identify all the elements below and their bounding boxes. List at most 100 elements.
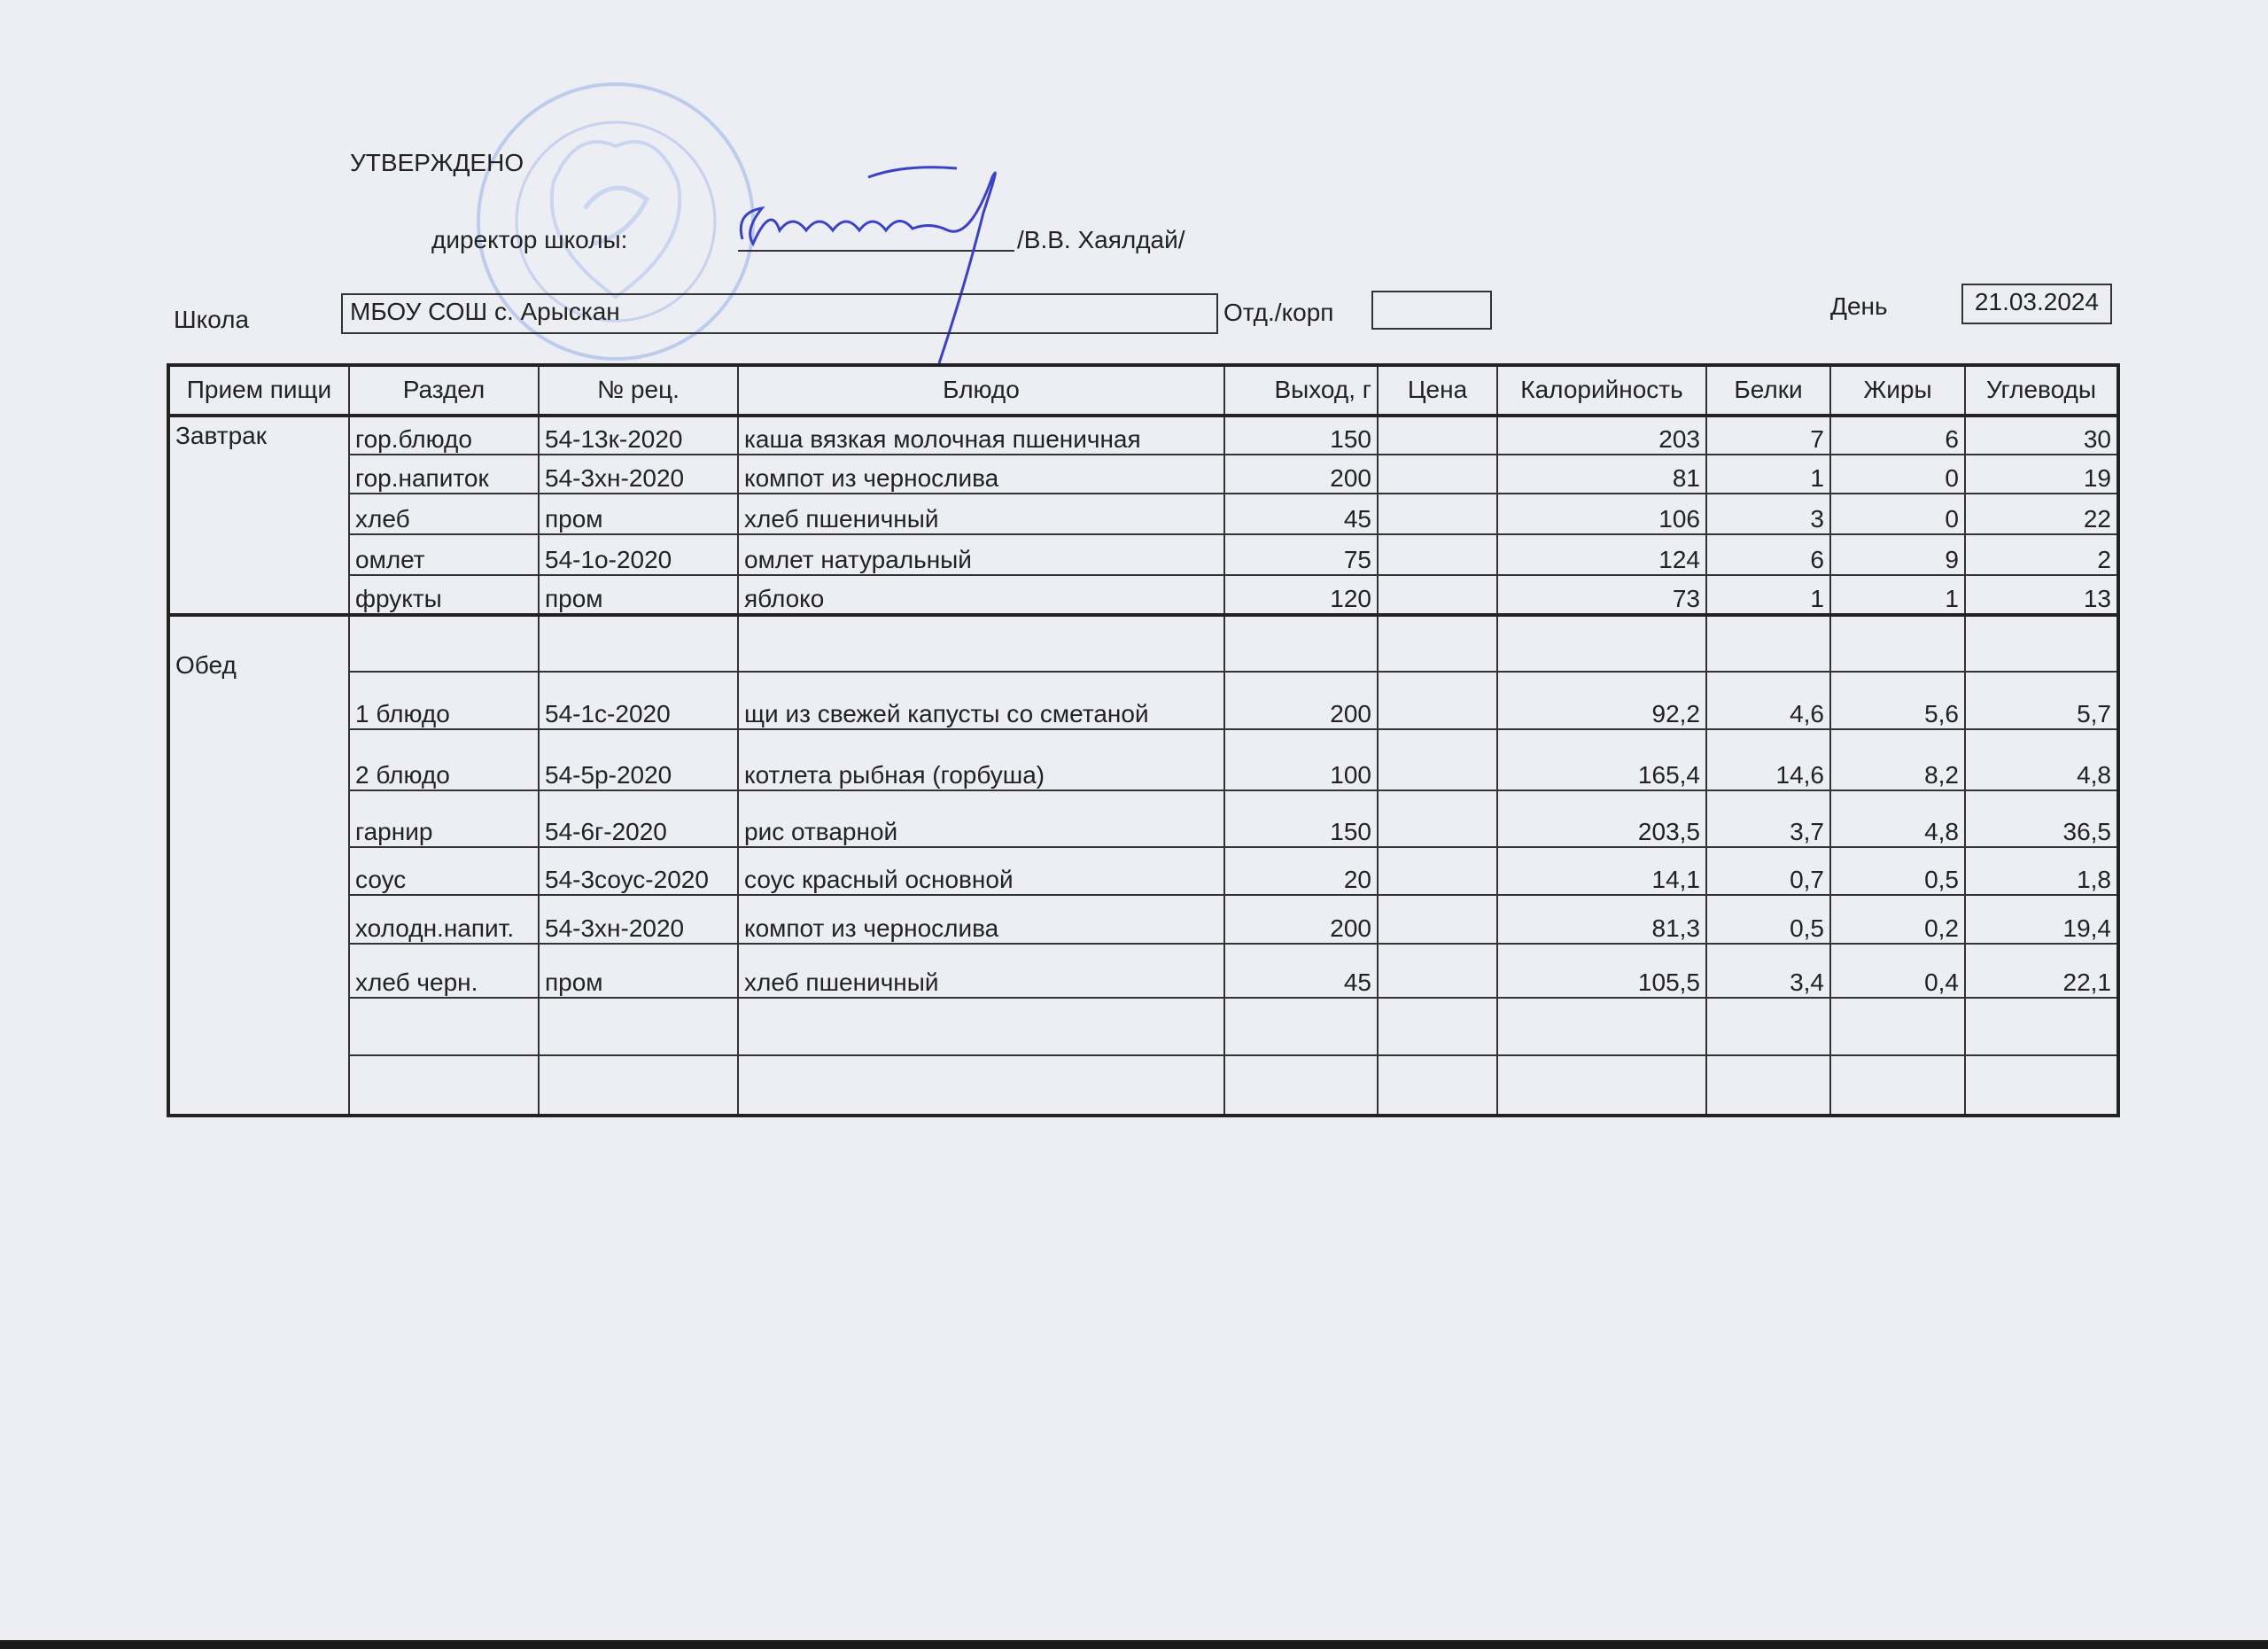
cell-dish: рис отварной <box>737 789 1225 848</box>
cell-recipe: пром <box>538 943 739 999</box>
cell-section: 1 блюдо <box>348 671 540 730</box>
cell-dish: яблоко <box>737 574 1225 617</box>
cell-recipe <box>538 997 739 1056</box>
table-header-row: Прием пищи Раздел № рец. Блюдо Выход, г … <box>167 364 2119 417</box>
signature <box>739 166 997 364</box>
col-header: Прием пищи <box>167 364 350 417</box>
cell-yield: 45 <box>1223 493 1379 535</box>
col-header: Раздел <box>348 364 540 417</box>
table-row: 1 блюдо 54-1с-2020 щи из свежей капусты со… <box>168 671 2119 730</box>
cell-kcal: 81 <box>1496 454 1707 494</box>
cell-recipe: 54-3хн-2020 <box>538 454 739 494</box>
col-header: Жиры <box>1829 364 1966 417</box>
table-row: омлет 54-1о-2020 омлет натуральный 75 124 6 9 2 <box>168 533 2119 576</box>
cell-carbs: 2 <box>1964 533 2119 576</box>
cell-protein: 0,7 <box>1705 846 1831 896</box>
cell-kcal: 203,5 <box>1496 789 1707 848</box>
table-row <box>168 1054 2119 1116</box>
table-row: хлеб пром хлеб пшеничный 45 106 3 0 22 <box>168 493 2119 535</box>
cell-protein: 3 <box>1705 493 1831 535</box>
cell-recipe: 54-3хн-2020 <box>538 894 739 945</box>
table-row <box>168 997 2119 1056</box>
cell-carbs: 22,1 <box>1964 943 2119 999</box>
cell-carbs: 19 <box>1964 454 2119 494</box>
cell-fat: 0,5 <box>1829 846 1966 896</box>
cell-dish: хлеб пшеничный <box>737 493 1225 535</box>
cell-section <box>348 997 540 1056</box>
cell-dish <box>737 997 1225 1056</box>
cell-yield <box>1223 997 1379 1056</box>
day-field[interactable]: 21.03.2024 <box>1961 284 2112 324</box>
cell-protein: 4,6 <box>1705 671 1831 730</box>
cell-carbs <box>1964 614 2119 673</box>
table-row: гарнир 54-6г-2020 рис отварной 150 203,5 3,7 4… <box>168 789 2119 848</box>
cell-carbs <box>1964 997 2119 1056</box>
cell-section: хлеб черн. <box>348 943 540 999</box>
col-header: № рец. <box>538 364 739 417</box>
position-label: директор школы: <box>431 226 628 253</box>
cell-recipe <box>538 614 739 673</box>
cell-protein: 7 <box>1705 415 1831 455</box>
dept-field[interactable] <box>1371 291 1492 330</box>
cell-price <box>1377 789 1498 848</box>
cell-fat: 6 <box>1829 415 1966 455</box>
scan-edge <box>0 1640 2268 1649</box>
cell-protein: 1 <box>1705 454 1831 494</box>
cell-kcal: 165,4 <box>1496 728 1707 791</box>
cell-recipe: 54-13к-2020 <box>538 415 739 455</box>
cell-price <box>1377 846 1498 896</box>
cell-kcal: 106 <box>1496 493 1707 535</box>
col-header: Белки <box>1705 364 1831 417</box>
cell-section: хлеб <box>348 493 540 535</box>
approval-title: УТВЕРЖДЕНО <box>350 149 524 176</box>
school-field[interactable]: МБОУ СОШ с. Арыскан <box>341 293 1218 334</box>
cell-fat <box>1829 997 1966 1056</box>
cell-dish: хлеб пшеничный <box>737 943 1225 999</box>
cell-recipe <box>538 1054 739 1116</box>
table-row: Завтрак гор.блюдо 54-13к-2020 каша вязкая м… <box>167 415 2119 617</box>
cell-recipe: пром <box>538 493 739 535</box>
cell-kcal: 203 <box>1496 415 1707 455</box>
col-header: Блюдо <box>737 364 1225 417</box>
cell-protein: 1 <box>1705 574 1831 617</box>
cell-price <box>1377 1054 1498 1116</box>
cell-yield: 75 <box>1223 533 1379 576</box>
table-row: гор.напиток 54-3хн-2020 компот из черносли… <box>168 454 2119 494</box>
cell-kcal <box>1496 1054 1707 1116</box>
cell-section: соус <box>348 846 540 896</box>
table-row: 2 блюдо 54-5р-2020 котлета рыбная (горбуша… <box>168 728 2119 791</box>
cell-recipe: 54-6г-2020 <box>538 789 739 848</box>
cell-protein: 0,5 <box>1705 894 1831 945</box>
cell-protein <box>1705 997 1831 1056</box>
cell-price <box>1377 454 1498 494</box>
cell-section: гор.блюдо <box>348 415 540 455</box>
cell-carbs: 19,4 <box>1964 894 2119 945</box>
cell-dish: омлет натуральный <box>737 533 1225 576</box>
cell-yield <box>1223 1054 1379 1116</box>
cell-carbs <box>1964 1054 2119 1116</box>
cell-recipe: 54-5р-2020 <box>538 728 739 791</box>
signature-line <box>738 250 1014 252</box>
cell-protein: 3,4 <box>1705 943 1831 999</box>
cell-price <box>1377 533 1498 576</box>
cell-price <box>1377 728 1498 791</box>
cell-kcal: 81,3 <box>1496 894 1707 945</box>
cell-yield <box>1223 614 1379 673</box>
cell-fat: 9 <box>1829 533 1966 576</box>
cell-yield: 45 <box>1223 943 1379 999</box>
cell-price <box>1377 574 1498 617</box>
cell-recipe: 54-3соус-2020 <box>538 846 739 896</box>
cell-carbs: 4,8 <box>1964 728 2119 791</box>
cell-section: гарнир <box>348 789 540 848</box>
cell-section: фрукты <box>348 574 540 617</box>
cell-carbs: 30 <box>1964 415 2119 455</box>
cell-fat: 0 <box>1829 493 1966 535</box>
cell-fat: 0 <box>1829 454 1966 494</box>
meal-breakfast: Завтрак <box>167 415 350 617</box>
cell-price <box>1377 894 1498 945</box>
cell-kcal: 92,2 <box>1496 671 1707 730</box>
cell-yield: 100 <box>1223 728 1379 791</box>
cell-yield: 150 <box>1223 415 1379 455</box>
cell-yield: 120 <box>1223 574 1379 617</box>
cell-price <box>1377 614 1498 673</box>
